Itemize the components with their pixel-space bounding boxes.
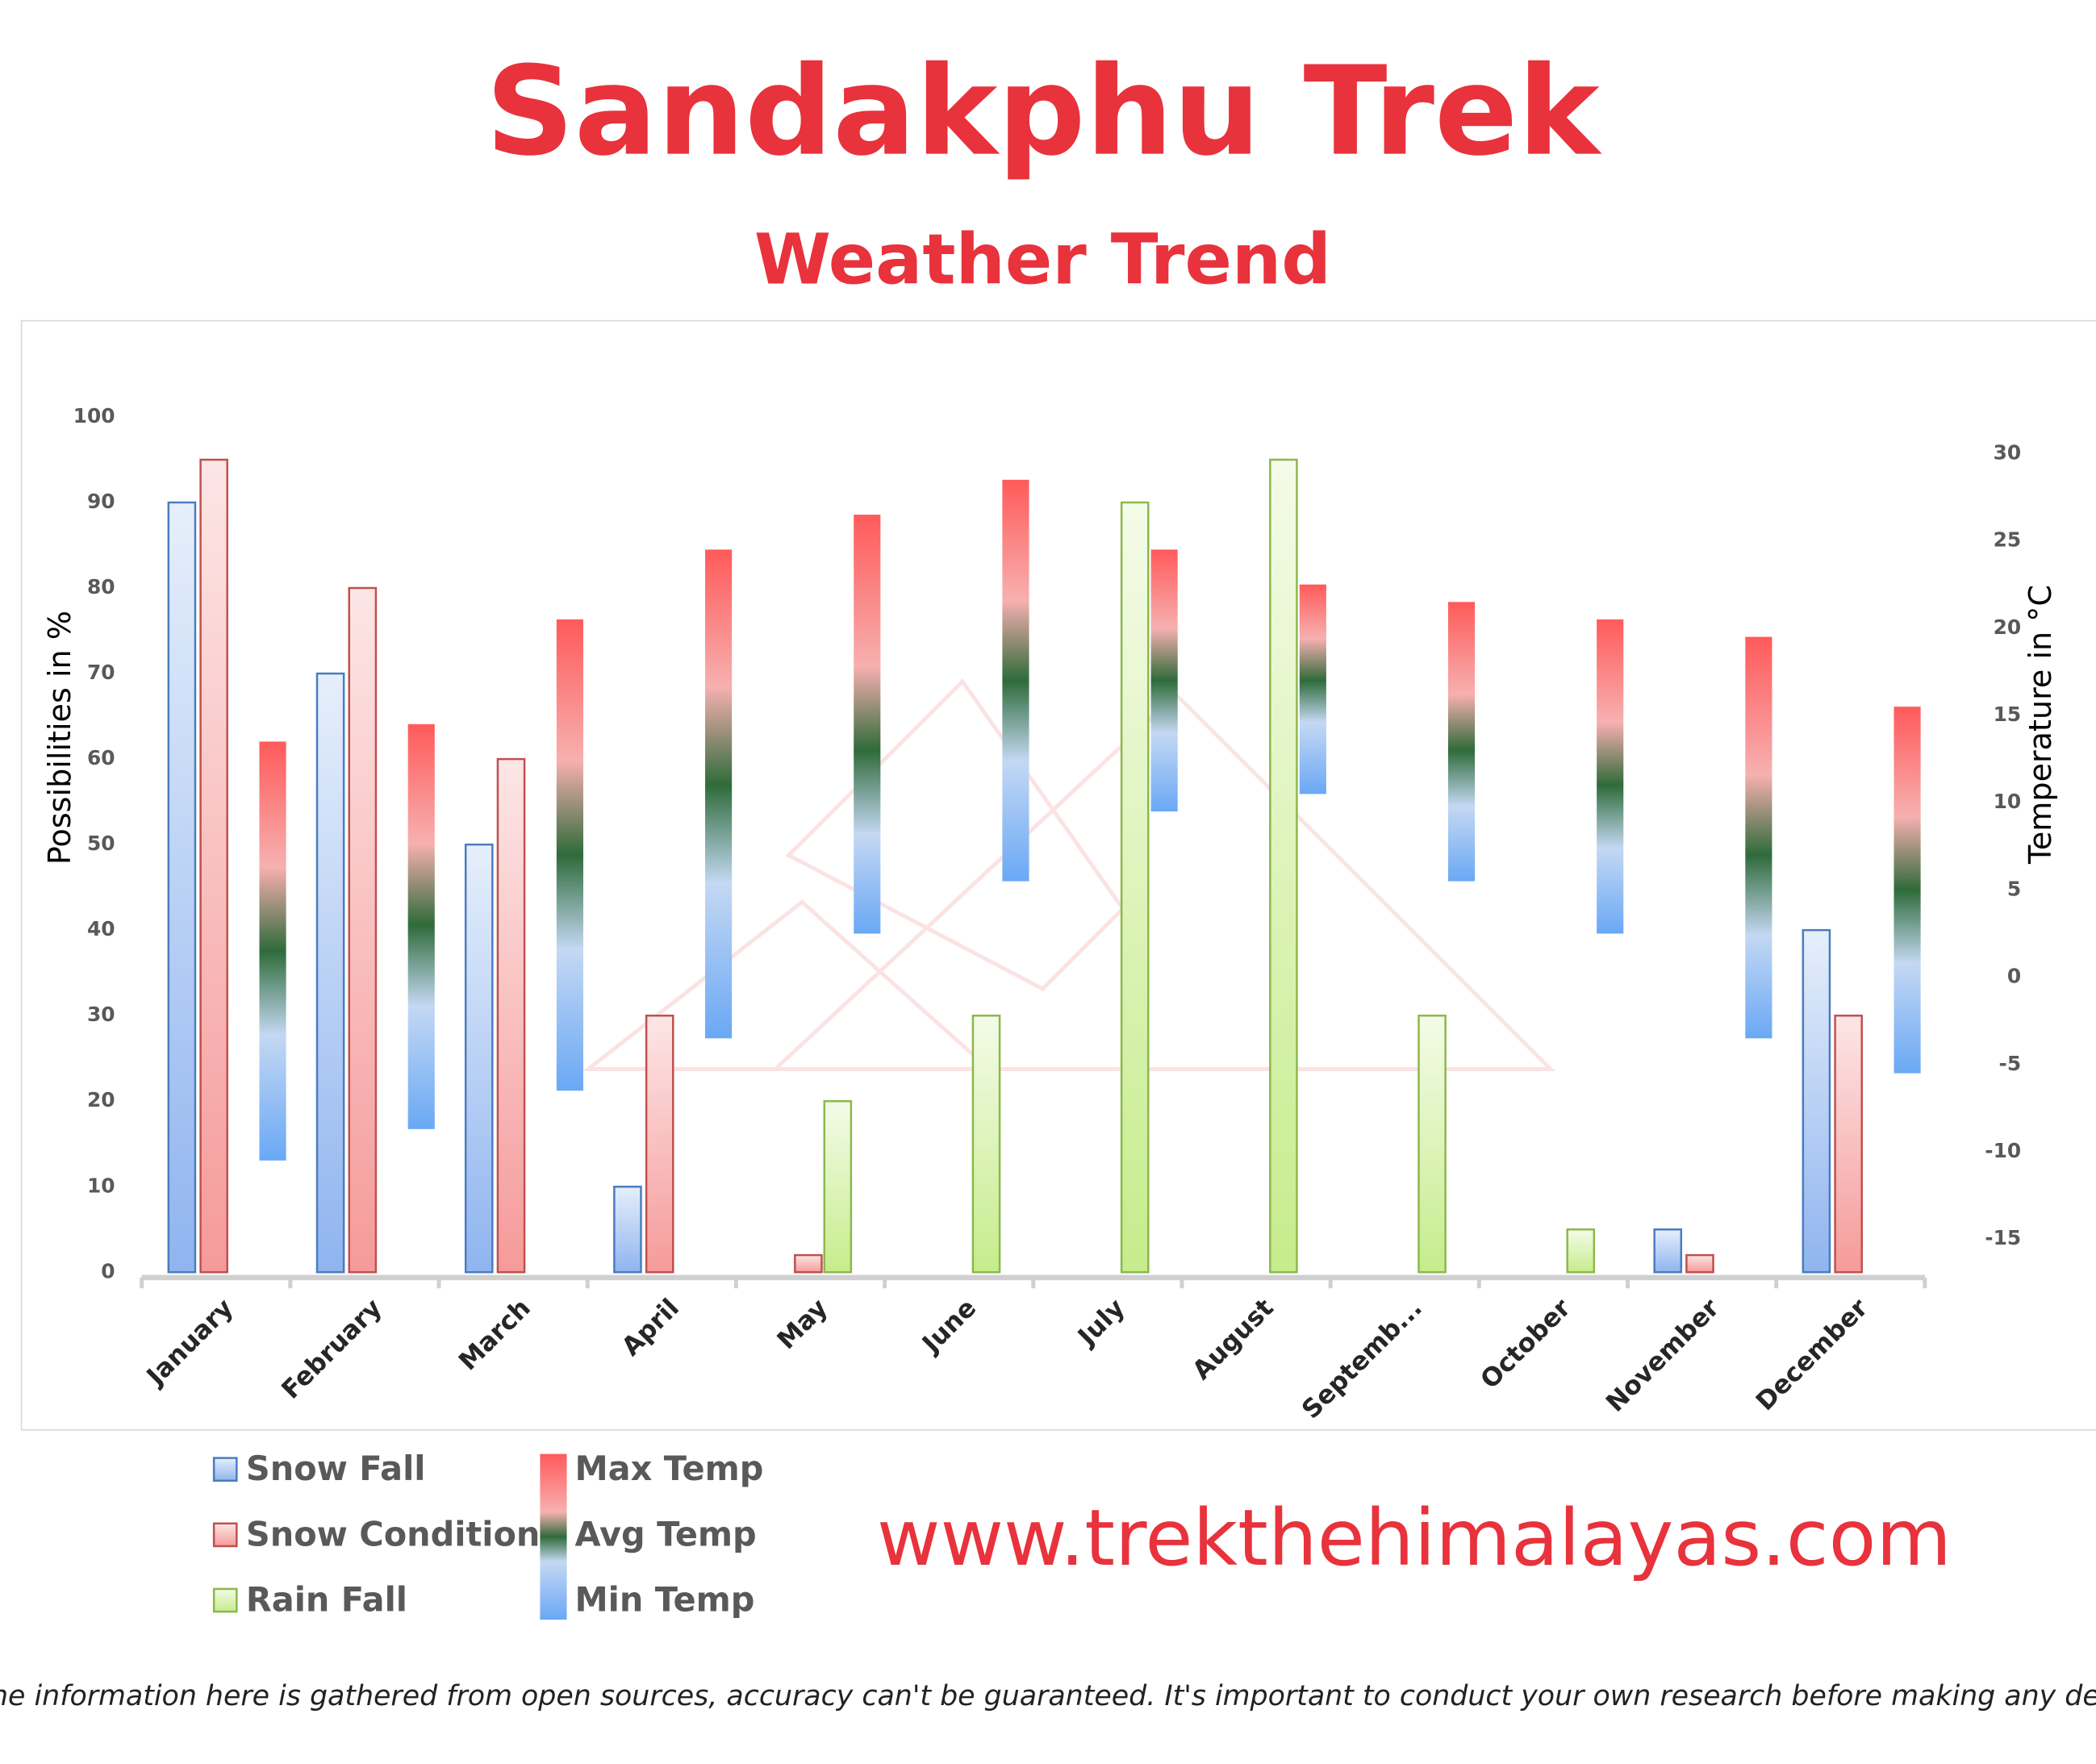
y2-tick-label: 5	[2007, 877, 2021, 900]
legend-label: Avg Temp	[574, 1515, 756, 1553]
y-tick-label: 70	[87, 661, 115, 684]
bar	[1120, 501, 1150, 1274]
legend-label: Snow Condition	[246, 1515, 540, 1553]
bar	[823, 1099, 853, 1274]
legend-label: Max Temp	[574, 1449, 763, 1488]
bar	[348, 586, 378, 1274]
y2-tick-label: 25	[1994, 528, 2022, 552]
temp-range-bar	[1002, 479, 1029, 882]
y-tick-label: 0	[101, 1259, 115, 1282]
legend-swatch	[212, 1457, 238, 1482]
temp-range-bar	[1745, 636, 1772, 1039]
y-tick-label: 30	[87, 1003, 115, 1026]
temp-range-bar	[556, 619, 583, 1091]
legend-swatch	[540, 1453, 567, 1620]
source: www.trekthehimalayas.com	[877, 1493, 1952, 1583]
temp-range-bar	[1299, 584, 1326, 794]
y2-tick-label: 0	[2007, 965, 2021, 988]
temp-range-bar	[1150, 549, 1178, 811]
y-tick-label: 10	[87, 1174, 115, 1197]
bar	[1802, 928, 1831, 1274]
y2-tick-label: -15	[1985, 1226, 2021, 1249]
temp-range-bar	[1597, 619, 1624, 934]
legend-label: Min Temp	[574, 1581, 754, 1620]
y-tick-label: 50	[87, 832, 115, 855]
y-tick-label: 90	[87, 490, 115, 513]
y2-tick-label: 10	[1994, 790, 2022, 813]
y2-tick-label: 15	[1994, 703, 2022, 726]
temp-range-bar	[407, 724, 435, 1129]
bar	[1418, 1014, 1447, 1274]
bar	[167, 501, 197, 1274]
legend-label: Snow Fall	[246, 1449, 426, 1488]
y2-tick-label: -10	[1985, 1139, 2021, 1162]
bar	[1685, 1253, 1714, 1274]
bar	[971, 1014, 1001, 1274]
y-tick-label: 100	[73, 404, 115, 427]
y-tick-label: 20	[87, 1088, 115, 1111]
bar	[794, 1253, 823, 1274]
bar	[1653, 1228, 1683, 1274]
temp-range-bar	[259, 741, 286, 1161]
bar	[1566, 1228, 1596, 1274]
y-tick-label: 80	[87, 575, 115, 598]
bar	[613, 1186, 642, 1274]
bar	[496, 757, 526, 1274]
bar	[315, 672, 345, 1274]
y-tick-label: 60	[87, 746, 115, 769]
bar	[1269, 458, 1298, 1274]
bar	[645, 1014, 674, 1274]
temp-range-bar	[705, 549, 733, 1039]
chart-title: Sandakphu Trek	[486, 40, 1602, 183]
legend-swatch	[212, 1587, 238, 1613]
bar	[464, 843, 494, 1274]
chart-subtitle: Weather Trend	[754, 219, 1331, 300]
y2-tick-label: 30	[1994, 440, 2022, 464]
bar	[1834, 1014, 1863, 1274]
note: While the information here is gathered f…	[0, 1680, 2096, 1712]
temp-range-bar	[1893, 707, 1921, 1074]
temp-range-bar	[1447, 602, 1476, 882]
y-tick-label: 40	[87, 917, 115, 940]
y2-axis-label: Temperature in °C	[2023, 585, 2058, 865]
bar	[199, 458, 228, 1274]
legend-swatch	[212, 1522, 238, 1548]
y2-tick-label: 20	[1994, 615, 2022, 639]
temp-range-bar	[854, 515, 881, 934]
legend-label: Rain Fall	[246, 1581, 407, 1620]
y2-tick-label: -5	[1999, 1052, 2022, 1075]
y-axis-label: Possibilities in %	[42, 611, 77, 865]
